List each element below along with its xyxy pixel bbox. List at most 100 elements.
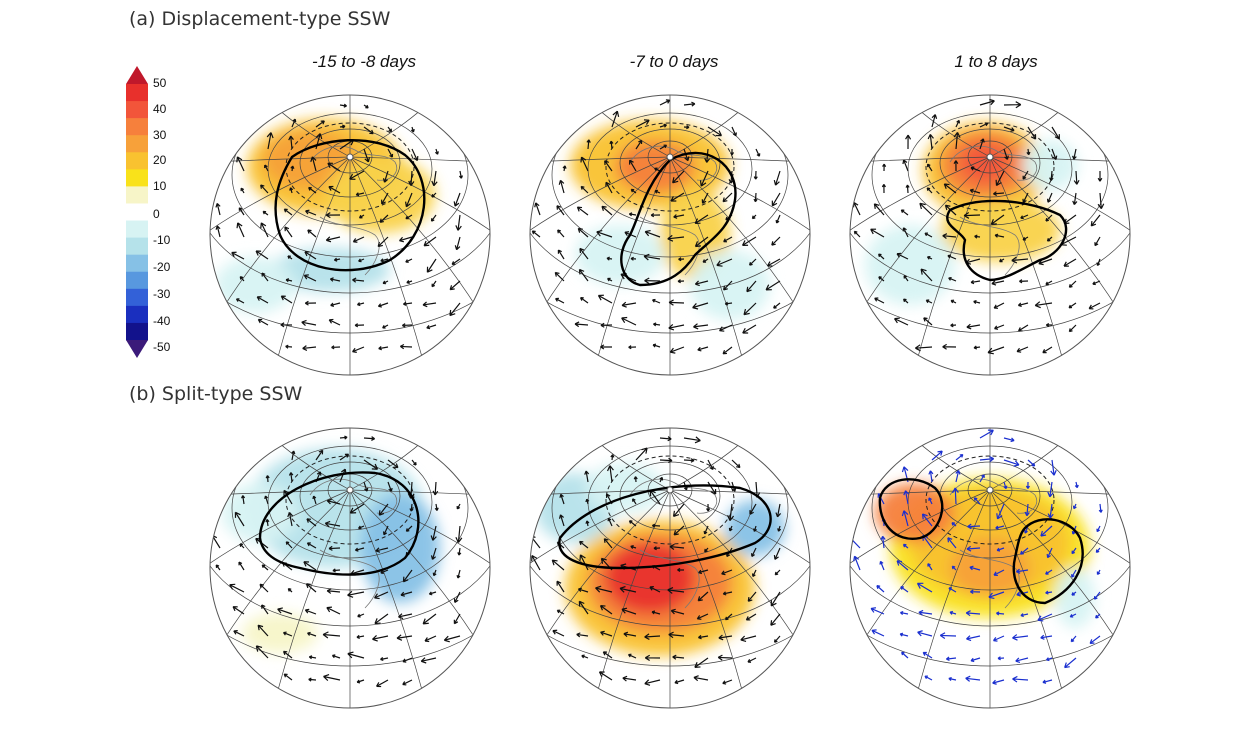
colorbar-band [126,135,148,153]
wind-arrow [899,632,909,637]
wind-arrow [265,519,270,527]
wind-arrow [261,604,269,615]
wind-arrow [1003,437,1015,443]
wind-arrow [280,322,293,328]
wind-arrow [899,610,909,615]
wind-arrow [331,654,341,659]
wind-arrow [331,345,341,350]
wind-arrow [707,481,717,495]
wind-arrow [215,202,221,216]
wind-arrow [970,657,981,663]
wind-arrow [431,192,437,198]
wind-arrow [1072,503,1077,510]
wind-arrow [420,657,437,664]
wind-arrow [215,225,221,238]
row-title-split: (b) Split-type SSW [129,383,303,405]
wind-arrow [747,657,757,663]
wind-arrow [1093,591,1101,600]
wind-arrow [942,233,957,239]
wind-arrow [979,98,995,106]
wind-arrow [408,170,415,186]
wind-arrow [926,187,933,194]
north-pole-marker [346,153,354,161]
wind-arrow [745,613,757,621]
wind-arrow [653,546,661,551]
wind-arrow [379,214,389,223]
wind-arrow [621,316,637,326]
wind-arrow [749,258,757,266]
wind-arrow [1020,613,1029,618]
wind-arrow [995,170,1005,187]
wind-arrow [773,547,781,560]
wind-arrow [955,453,964,461]
wind-arrow [600,322,613,328]
wind-arrow [1069,613,1077,618]
wind-arrow [722,192,733,203]
wind-arrow [356,679,365,684]
wind-arrow [1046,547,1053,559]
wind-arrow [644,277,661,285]
wind-arrow [683,101,696,107]
wind-arrow [377,236,389,248]
wind-arrow [431,170,438,187]
wind-arrow [853,555,861,571]
wind-arrow [947,254,957,260]
wind-arrow [630,545,637,549]
wind-arrow [905,184,910,194]
wind-arrow [979,429,994,439]
wind-arrow [580,297,589,304]
wind-arrow [950,323,957,328]
wind-arrow [1019,547,1029,555]
wind-arrow [399,343,413,350]
wind-arrow [358,214,365,219]
wind-arrow [354,323,365,328]
wind-arrow [1045,280,1053,286]
coastlines [949,478,1038,609]
wind-arrow [973,345,981,350]
wind-arrow [454,236,461,251]
wind-arrow [967,523,981,530]
wind-arrow [326,498,341,505]
wind-arrow [333,257,341,262]
wind-arrow [1003,148,1009,160]
wind-arrow [215,564,221,571]
wind-arrow [238,561,245,571]
wind-arrow [307,631,317,637]
column-title-1: -15 to -8 days [312,52,416,71]
wind-arrow [966,635,981,642]
wind-arrow [698,634,709,640]
wind-arrow [643,253,661,261]
wind-arrow [755,148,761,157]
wind-arrow [900,586,909,593]
wind-arrow [324,520,341,528]
wind-arrow [627,653,637,659]
wind-arrow [1020,214,1029,220]
wind-arrow [970,589,981,595]
wind-arrow [915,344,933,352]
wind-arrow [1045,214,1053,222]
wind-arrow [374,591,389,600]
wind-arrow [449,280,461,291]
wind-arrow [955,119,961,128]
wind-arrow [606,256,613,261]
wind-arrow [289,187,294,194]
colorbar-band [126,254,148,273]
wind-arrow [853,230,861,238]
wind-arrow [701,192,709,204]
wind-arrow [578,600,589,615]
meridian-lines [210,428,490,708]
wind-arrow [659,99,671,106]
wind-arrow [260,184,269,194]
wind-arrow [632,498,637,505]
globe-outline [529,94,811,376]
wind-arrow [1070,635,1077,643]
wind-arrow [455,525,463,543]
wind-arrow [574,321,589,328]
wind-vectors [531,99,781,355]
wind-arrow [1094,236,1101,247]
wind-arrow [356,302,365,307]
north-pole-marker [666,486,674,494]
wind-arrow [702,258,709,263]
wind-arrow [621,301,637,308]
wind-arrow [1089,635,1101,645]
